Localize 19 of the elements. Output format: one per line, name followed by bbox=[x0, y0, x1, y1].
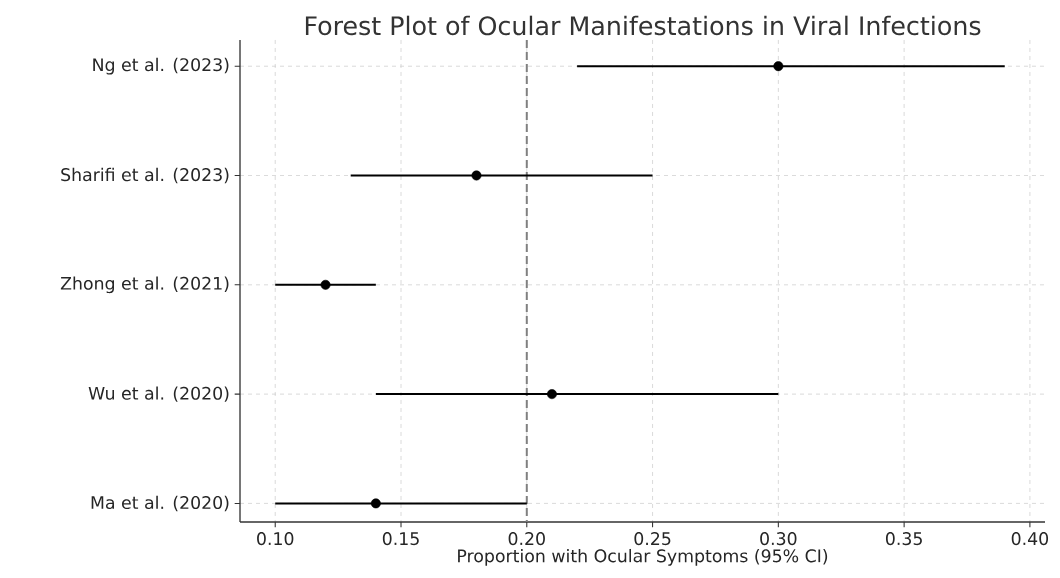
point bbox=[320, 279, 331, 290]
x-tick-label: 0.25 bbox=[634, 532, 671, 546]
y-tick-label: Sharifi et al. (2023) bbox=[61, 167, 229, 184]
chart-title: Forest Plot of Ocular Manifestations in Viral Infections bbox=[305, 15, 981, 36]
x-tick-label: 0.20 bbox=[508, 532, 545, 546]
x-tick-label: 0.15 bbox=[382, 532, 419, 546]
point bbox=[370, 498, 381, 509]
y-tick-label: Ma et al. (2020) bbox=[91, 495, 229, 512]
x-tick-label: 0.10 bbox=[257, 532, 294, 546]
x-tick-label: 0.30 bbox=[760, 532, 797, 546]
point bbox=[773, 61, 784, 72]
point bbox=[547, 389, 557, 400]
x-tick-label: 0.35 bbox=[885, 532, 922, 546]
y-tick-label: Wu et al. (2020) bbox=[88, 386, 229, 402]
point bbox=[471, 170, 482, 181]
y-tick-label: Zhong et al. (2021) bbox=[60, 276, 229, 294]
y-tick-label: Ng et al. (2023) bbox=[93, 57, 229, 75]
x-tick-label: 0.40 bbox=[1011, 532, 1049, 546]
x-axis-title: Proportion with Ocular Symptoms (95% CI) bbox=[458, 548, 828, 566]
